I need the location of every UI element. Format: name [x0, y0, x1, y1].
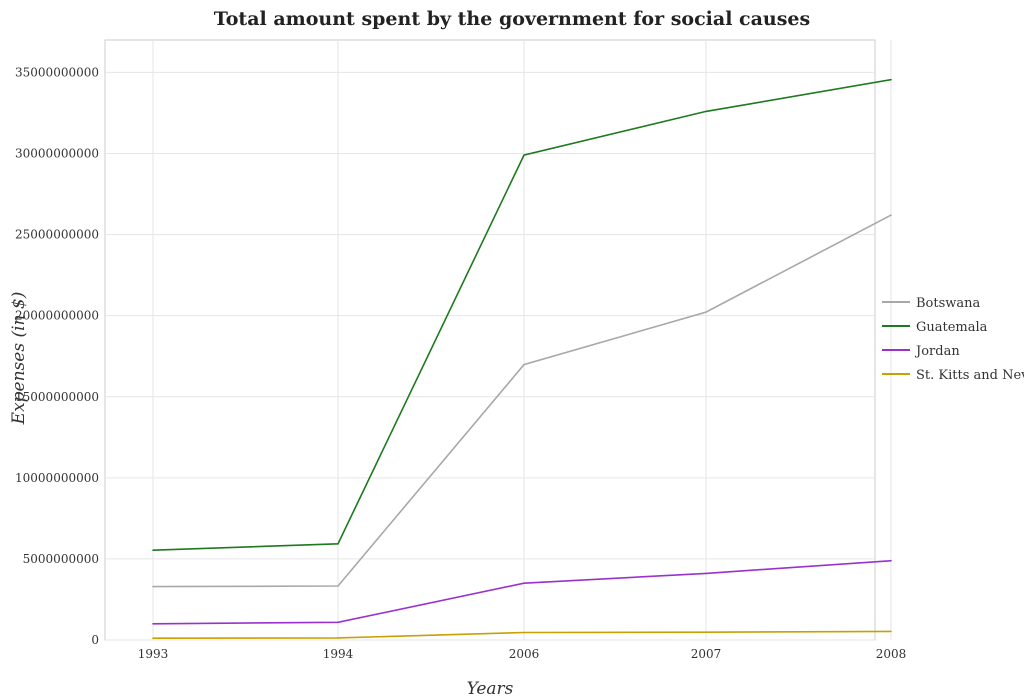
series-line [152, 559, 892, 625]
data-point [890, 214, 892, 216]
x-tick-label: 2008 [876, 647, 907, 661]
series-line [152, 78, 892, 551]
y-tick-label: 0 [91, 633, 99, 647]
series-line [152, 630, 892, 640]
x-axis-ticks: 1993 1994 2006 2007 2008 [138, 647, 907, 661]
data-point [337, 637, 339, 639]
x-tick-label: 1993 [138, 647, 169, 661]
y-axis-label: Expenses (in $) [9, 292, 29, 426]
legend-label: Jordan [914, 344, 960, 359]
data-point [337, 585, 339, 587]
grid [104, 39, 892, 641]
y-tick-label: 10000000000 [15, 471, 99, 485]
y-tick-label: 20000000000 [15, 309, 99, 323]
y-axis-ticks: 0 5000000000 10000000000 15000000000 2000000… [15, 65, 99, 647]
data-point [705, 311, 707, 313]
legend-label: Botswana [916, 296, 981, 311]
data-point [705, 110, 707, 113]
y-tick-label: 35000000000 [15, 65, 99, 79]
data-point [152, 623, 154, 625]
y-tick-label: 5000000000 [23, 552, 99, 566]
data-point [337, 543, 339, 545]
x-tick-label: 1994 [323, 647, 354, 661]
data-point [152, 637, 154, 639]
data-point [705, 631, 707, 633]
data-point [337, 621, 339, 624]
data-point [705, 572, 707, 575]
series-group [152, 78, 892, 640]
legend: Botswana Guatemala Jordan St. Kitts and Nev… [882, 296, 1024, 383]
legend-label: St. Kitts and Nevis [916, 368, 1024, 383]
data-point [523, 582, 525, 584]
y-tick-label: 15000000000 [15, 390, 99, 404]
x-tick-label: 2007 [691, 647, 722, 661]
data-point [152, 585, 154, 588]
data-point [890, 559, 892, 562]
data-point [523, 154, 525, 156]
chart-title: Total amount spent by the government for… [213, 8, 811, 30]
plot-frame [104, 39, 876, 641]
y-tick-label: 25000000000 [15, 228, 99, 242]
data-point [523, 363, 525, 366]
data-point [890, 630, 892, 633]
data-point [523, 631, 525, 634]
data-point [152, 549, 154, 551]
x-tick-label: 2006 [509, 647, 540, 661]
legend-label: Guatemala [916, 320, 988, 335]
series-line [152, 214, 892, 588]
y-tick-label: 30000000000 [15, 147, 99, 161]
data-point [890, 78, 892, 81]
x-axis-label: Years [467, 679, 514, 699]
